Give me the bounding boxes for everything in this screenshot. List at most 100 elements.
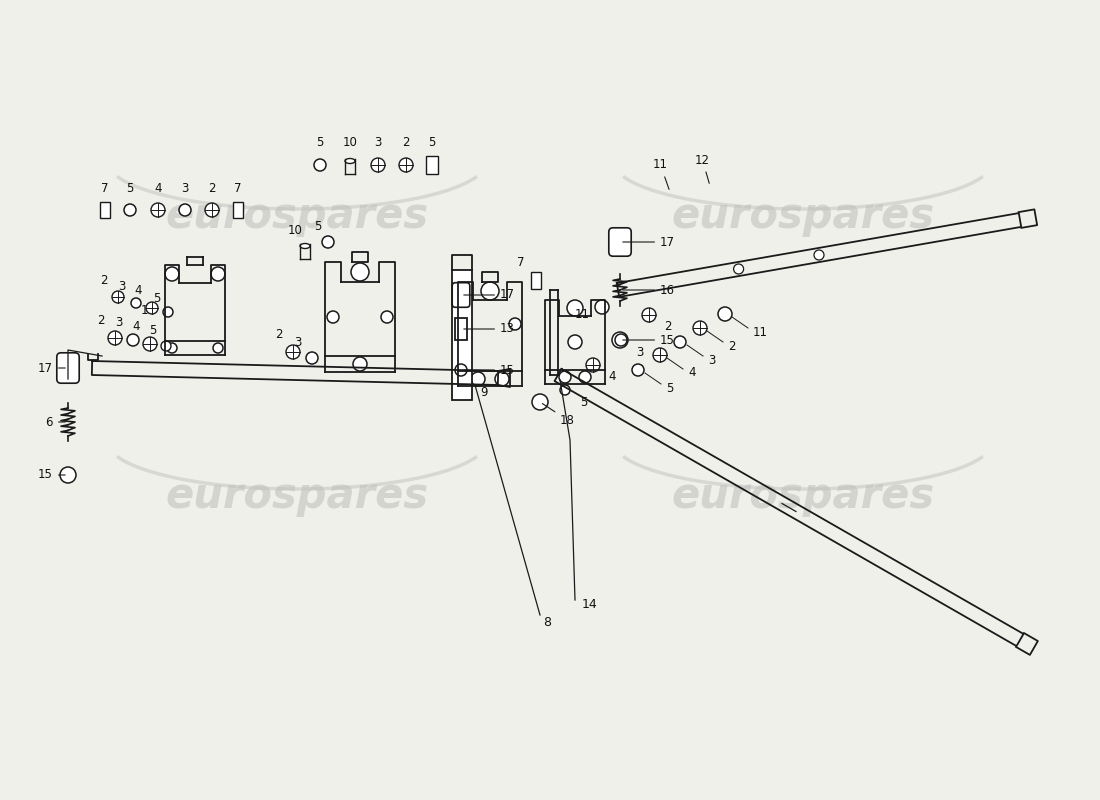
Text: 3: 3	[374, 137, 382, 150]
Text: 3: 3	[295, 335, 302, 349]
Bar	[531, 271, 541, 289]
Circle shape	[165, 267, 179, 281]
Text: 4: 4	[154, 182, 162, 194]
Circle shape	[532, 394, 548, 410]
Text: eurospares: eurospares	[165, 195, 429, 237]
Bar	[100, 202, 110, 218]
Text: 11: 11	[754, 326, 768, 338]
Circle shape	[495, 372, 509, 386]
Text: 10: 10	[342, 137, 358, 150]
Text: 5: 5	[317, 137, 323, 150]
Circle shape	[595, 300, 609, 314]
Text: 14: 14	[582, 598, 597, 611]
Text: 17: 17	[623, 235, 675, 249]
Text: 18: 18	[542, 403, 575, 426]
Circle shape	[327, 311, 339, 323]
Text: 15: 15	[623, 334, 675, 346]
FancyBboxPatch shape	[608, 228, 631, 256]
Text: 10: 10	[287, 223, 303, 237]
Text: 9: 9	[480, 386, 487, 398]
Text: 5: 5	[148, 323, 156, 337]
Circle shape	[559, 371, 571, 383]
Circle shape	[211, 267, 226, 281]
Text: 17: 17	[464, 289, 515, 302]
Circle shape	[60, 467, 76, 483]
Circle shape	[612, 332, 628, 348]
Text: 17: 17	[39, 362, 65, 374]
Circle shape	[734, 264, 744, 274]
Bar	[455, 318, 468, 340]
Text: 4: 4	[134, 285, 142, 298]
Text: 11: 11	[575, 309, 590, 322]
Circle shape	[632, 364, 644, 376]
Circle shape	[560, 385, 570, 395]
Text: 15: 15	[39, 469, 65, 482]
Circle shape	[205, 203, 219, 217]
Text: 2: 2	[275, 329, 283, 342]
Circle shape	[399, 158, 412, 172]
Circle shape	[471, 372, 485, 386]
Circle shape	[568, 335, 582, 349]
Circle shape	[353, 357, 367, 371]
Text: eurospares: eurospares	[165, 475, 429, 517]
Text: 3: 3	[708, 354, 715, 366]
Circle shape	[351, 263, 369, 281]
Text: 5: 5	[315, 219, 321, 233]
Circle shape	[314, 159, 326, 171]
Text: 3: 3	[116, 315, 123, 329]
Text: 2: 2	[100, 274, 108, 286]
Text: 2: 2	[403, 137, 409, 150]
Text: 16: 16	[623, 283, 675, 297]
Circle shape	[455, 364, 468, 376]
Text: 7: 7	[101, 182, 109, 194]
Circle shape	[151, 203, 165, 217]
Text: 1: 1	[141, 303, 149, 317]
Text: 7: 7	[234, 182, 242, 194]
Bar	[452, 270, 472, 400]
Circle shape	[167, 343, 177, 353]
Circle shape	[126, 334, 139, 346]
Circle shape	[814, 250, 824, 260]
Circle shape	[642, 308, 656, 322]
Circle shape	[108, 331, 122, 345]
Circle shape	[143, 337, 157, 351]
Circle shape	[371, 158, 385, 172]
Text: 8: 8	[543, 615, 551, 629]
Text: eurospares: eurospares	[671, 475, 935, 517]
FancyBboxPatch shape	[452, 282, 470, 307]
Text: 3: 3	[119, 279, 126, 293]
Circle shape	[163, 307, 173, 317]
Text: 11: 11	[653, 158, 669, 190]
Bar	[426, 156, 438, 174]
Text: 13: 13	[464, 322, 515, 335]
Text: 2: 2	[728, 339, 736, 353]
Circle shape	[213, 343, 223, 353]
Text: 2: 2	[98, 314, 104, 326]
Text: 2: 2	[208, 182, 216, 194]
Text: 15: 15	[464, 363, 515, 377]
Circle shape	[322, 236, 334, 248]
Text: 6: 6	[45, 415, 65, 429]
Circle shape	[459, 318, 471, 330]
Text: 5: 5	[153, 291, 159, 305]
Circle shape	[306, 352, 318, 364]
Ellipse shape	[345, 158, 355, 163]
Circle shape	[112, 291, 124, 303]
Circle shape	[146, 302, 158, 314]
Text: 4: 4	[608, 370, 616, 383]
Circle shape	[674, 336, 686, 348]
Text: 4: 4	[132, 319, 140, 333]
FancyBboxPatch shape	[57, 353, 79, 383]
Circle shape	[693, 321, 707, 335]
Circle shape	[718, 307, 732, 321]
Circle shape	[286, 345, 300, 359]
Ellipse shape	[300, 243, 310, 249]
Text: 3: 3	[182, 182, 189, 194]
Circle shape	[509, 318, 521, 330]
Text: 5: 5	[428, 137, 436, 150]
Circle shape	[179, 204, 191, 216]
Circle shape	[653, 348, 667, 362]
Text: 12: 12	[695, 154, 710, 183]
Text: 3: 3	[636, 346, 644, 358]
Circle shape	[124, 204, 136, 216]
